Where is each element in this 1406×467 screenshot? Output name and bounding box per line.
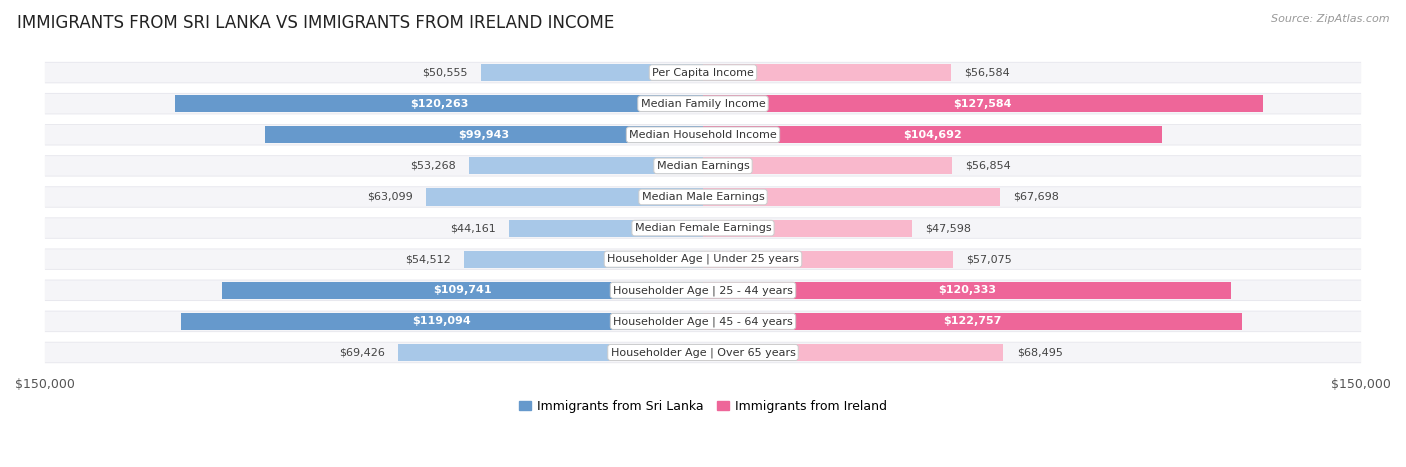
FancyBboxPatch shape — [45, 249, 1361, 269]
FancyBboxPatch shape — [45, 187, 1361, 207]
Text: $109,741: $109,741 — [433, 285, 492, 295]
Bar — [176, 95, 703, 112]
Text: Median Family Income: Median Family Income — [641, 99, 765, 109]
Bar — [398, 344, 703, 361]
FancyBboxPatch shape — [45, 311, 1361, 331]
Text: $120,263: $120,263 — [411, 99, 468, 109]
Text: $68,495: $68,495 — [1017, 347, 1063, 357]
FancyBboxPatch shape — [45, 218, 1361, 238]
Bar — [509, 219, 703, 237]
Text: $69,426: $69,426 — [339, 347, 385, 357]
FancyBboxPatch shape — [45, 156, 1361, 176]
FancyBboxPatch shape — [45, 63, 1361, 82]
Text: $127,584: $127,584 — [953, 99, 1012, 109]
Text: $54,512: $54,512 — [405, 254, 451, 264]
Legend: Immigrants from Sri Lanka, Immigrants from Ireland: Immigrants from Sri Lanka, Immigrants fr… — [513, 395, 893, 417]
Text: $50,555: $50,555 — [423, 68, 468, 78]
FancyBboxPatch shape — [45, 342, 1361, 363]
Text: $119,094: $119,094 — [412, 316, 471, 326]
Bar — [703, 157, 952, 175]
Bar — [703, 219, 912, 237]
Text: $67,698: $67,698 — [1014, 192, 1059, 202]
Bar — [264, 126, 703, 143]
Text: $120,333: $120,333 — [938, 285, 995, 295]
FancyBboxPatch shape — [45, 93, 1361, 114]
Text: Householder Age | Under 25 years: Householder Age | Under 25 years — [607, 254, 799, 264]
Bar — [426, 188, 703, 205]
Bar — [703, 251, 953, 268]
Text: $47,598: $47,598 — [925, 223, 972, 233]
FancyBboxPatch shape — [45, 125, 1361, 145]
Bar — [464, 251, 703, 268]
FancyBboxPatch shape — [45, 281, 1361, 300]
FancyBboxPatch shape — [45, 217, 1361, 239]
Bar — [180, 313, 703, 330]
Text: $122,757: $122,757 — [943, 316, 1001, 326]
FancyBboxPatch shape — [45, 124, 1361, 146]
FancyBboxPatch shape — [45, 311, 1361, 332]
Text: $99,943: $99,943 — [458, 130, 509, 140]
FancyBboxPatch shape — [45, 343, 1361, 362]
Bar — [703, 344, 1004, 361]
Text: Median Male Earnings: Median Male Earnings — [641, 192, 765, 202]
FancyBboxPatch shape — [45, 186, 1361, 208]
Bar — [703, 188, 1000, 205]
Bar — [703, 126, 1163, 143]
Text: $63,099: $63,099 — [367, 192, 413, 202]
Text: Median Household Income: Median Household Income — [628, 130, 778, 140]
Text: Median Female Earnings: Median Female Earnings — [634, 223, 772, 233]
Bar — [703, 282, 1230, 299]
FancyBboxPatch shape — [45, 248, 1361, 270]
FancyBboxPatch shape — [45, 155, 1361, 177]
Text: Per Capita Income: Per Capita Income — [652, 68, 754, 78]
FancyBboxPatch shape — [45, 62, 1361, 83]
Text: Householder Age | 45 - 64 years: Householder Age | 45 - 64 years — [613, 316, 793, 326]
Bar — [481, 64, 703, 81]
Text: $57,075: $57,075 — [966, 254, 1012, 264]
FancyBboxPatch shape — [45, 94, 1361, 113]
Text: $104,692: $104,692 — [903, 130, 962, 140]
Text: $56,584: $56,584 — [965, 68, 1010, 78]
Bar — [703, 95, 1263, 112]
Bar — [703, 64, 952, 81]
Text: Householder Age | 25 - 44 years: Householder Age | 25 - 44 years — [613, 285, 793, 296]
Text: $53,268: $53,268 — [411, 161, 456, 171]
Bar — [470, 157, 703, 175]
Text: Householder Age | Over 65 years: Householder Age | Over 65 years — [610, 347, 796, 358]
Text: $56,854: $56,854 — [966, 161, 1011, 171]
Bar — [703, 313, 1241, 330]
Text: IMMIGRANTS FROM SRI LANKA VS IMMIGRANTS FROM IRELAND INCOME: IMMIGRANTS FROM SRI LANKA VS IMMIGRANTS … — [17, 14, 614, 32]
Text: Median Earnings: Median Earnings — [657, 161, 749, 171]
FancyBboxPatch shape — [45, 280, 1361, 301]
Text: Source: ZipAtlas.com: Source: ZipAtlas.com — [1271, 14, 1389, 24]
Text: $44,161: $44,161 — [450, 223, 496, 233]
Bar — [222, 282, 703, 299]
